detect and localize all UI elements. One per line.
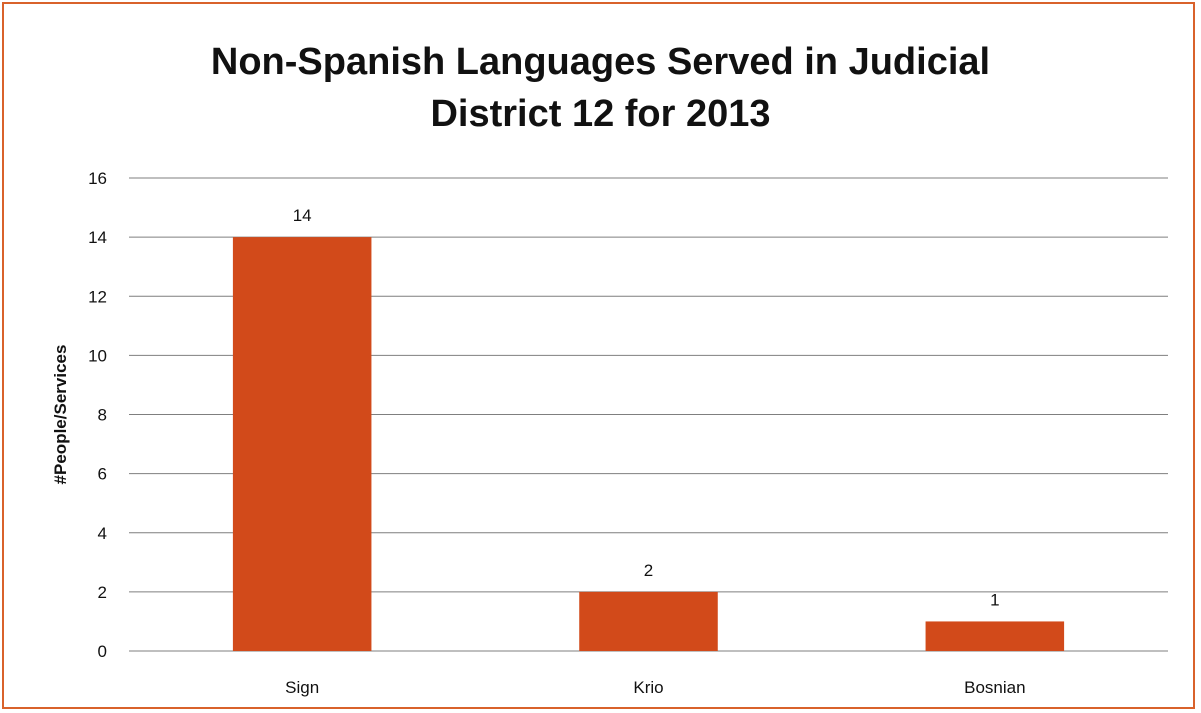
y-tick-label: 10 [88, 346, 107, 365]
data-label-bosnian: 1 [990, 590, 999, 609]
y-tick-label: 12 [88, 287, 107, 306]
chart-title-line-1: Non-Spanish Languages Served in Judicial [210, 41, 991, 83]
y-tick-label: 14 [88, 228, 107, 247]
y-tick-label: 4 [98, 524, 107, 543]
x-tick-label-krio: Krio [633, 678, 663, 697]
y-tick-label: 2 [98, 583, 107, 602]
bar-krio [579, 591, 718, 651]
bars [232, 237, 1065, 651]
y-axis-tick-labels: 0 2 4 6 8 10 12 14 16 [88, 169, 107, 661]
chart-title: Non-Spanish Languages Served in Judicial… [0, 36, 1201, 140]
data-labels: 14 2 1 [293, 206, 1000, 609]
bar-sign [232, 237, 372, 651]
y-axis-title: #People/Services [51, 345, 70, 485]
y-tick-label: 0 [98, 642, 107, 661]
y-tick-label: 6 [98, 465, 107, 484]
chart-title-line-2: District 12 for 2013 [430, 93, 771, 135]
x-tick-label-bosnian: Bosnian [964, 678, 1025, 697]
y-tick-label: 16 [88, 169, 107, 188]
data-label-sign: 14 [293, 206, 312, 225]
data-label-krio: 2 [644, 561, 653, 580]
x-axis-tick-labels: Sign Krio Bosnian [285, 678, 1025, 697]
y-tick-label: 8 [98, 406, 107, 425]
x-tick-label-sign: Sign [285, 678, 319, 697]
bar-bosnian [925, 621, 1065, 651]
